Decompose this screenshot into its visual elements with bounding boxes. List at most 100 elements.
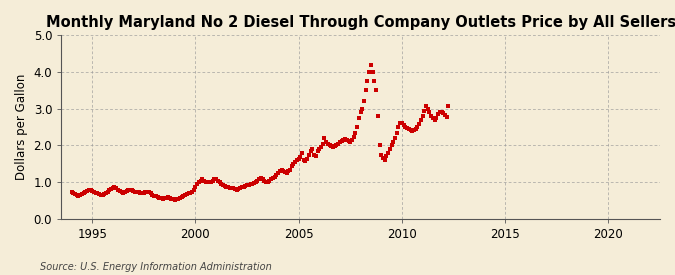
Point <box>305 149 316 153</box>
Point <box>257 177 268 181</box>
Point <box>145 191 156 196</box>
Point <box>308 152 319 157</box>
Point <box>418 108 429 113</box>
Point <box>335 139 346 144</box>
Point <box>300 159 311 163</box>
Point <box>130 189 140 194</box>
Point <box>436 110 447 115</box>
Point <box>85 188 96 193</box>
Point <box>298 158 309 162</box>
Point <box>395 121 406 126</box>
Point <box>273 171 284 175</box>
Point <box>292 158 302 163</box>
Point <box>119 190 130 194</box>
Point <box>236 185 247 189</box>
Point <box>385 147 396 151</box>
Point <box>97 192 108 197</box>
Point <box>195 178 206 183</box>
Point <box>352 125 362 129</box>
Point <box>297 151 308 155</box>
Point <box>76 192 87 196</box>
Point <box>288 162 299 166</box>
Point <box>439 113 450 117</box>
Point <box>230 187 240 191</box>
Point <box>404 127 414 131</box>
Point <box>290 160 300 164</box>
Point <box>417 114 428 118</box>
Point <box>400 125 411 129</box>
Point <box>295 155 306 159</box>
Point <box>315 145 326 149</box>
Point <box>355 110 366 115</box>
Point <box>159 196 170 200</box>
Point <box>82 189 92 193</box>
Point <box>376 152 387 157</box>
Point <box>281 171 292 175</box>
Point <box>135 191 146 195</box>
Point <box>423 106 433 111</box>
Point <box>348 135 359 139</box>
Point <box>259 178 269 183</box>
Point <box>94 192 105 196</box>
Point <box>362 79 373 83</box>
Point <box>117 191 128 195</box>
Point <box>166 196 177 201</box>
Point <box>434 110 445 115</box>
Point <box>235 186 246 191</box>
Point <box>357 106 368 111</box>
Point <box>107 186 118 190</box>
Point <box>364 70 375 74</box>
Title: Monthly Maryland No 2 Diesel Through Company Outlets Price by All Sellers: Monthly Maryland No 2 Diesel Through Com… <box>45 15 675 30</box>
Point <box>238 185 249 189</box>
Point <box>379 158 390 162</box>
Point <box>209 177 220 182</box>
Point <box>132 190 142 194</box>
Point <box>367 70 378 74</box>
Point <box>188 188 199 192</box>
Point <box>342 138 352 142</box>
Point <box>240 184 251 188</box>
Point <box>283 169 294 174</box>
Point <box>226 186 237 190</box>
Point <box>414 122 425 126</box>
Point <box>232 188 242 192</box>
Point <box>154 196 165 200</box>
Point <box>358 99 369 104</box>
Point <box>386 143 397 148</box>
Point <box>377 156 388 160</box>
Point <box>427 116 438 120</box>
Point <box>133 190 144 194</box>
Point <box>304 152 315 157</box>
Point <box>78 191 89 195</box>
Point <box>381 154 392 159</box>
Point <box>92 191 103 195</box>
Point <box>182 192 192 196</box>
Point <box>412 125 423 129</box>
Point <box>202 180 213 185</box>
Point <box>336 139 347 143</box>
Point <box>360 88 371 93</box>
Point <box>194 180 205 185</box>
Point <box>346 138 357 142</box>
Point <box>271 173 281 177</box>
Point <box>113 188 124 192</box>
Point <box>197 177 208 182</box>
Point <box>438 111 449 115</box>
Point <box>72 193 82 197</box>
Point <box>393 125 404 129</box>
Point <box>171 197 182 202</box>
Point <box>388 139 399 144</box>
Point <box>389 136 400 140</box>
Point <box>151 194 161 199</box>
Point <box>153 195 163 199</box>
Point <box>225 185 236 190</box>
Point <box>180 193 190 197</box>
Point <box>233 187 244 191</box>
Point <box>247 181 258 186</box>
Point <box>264 178 275 183</box>
Point <box>190 185 201 189</box>
Point <box>163 195 173 200</box>
Point <box>266 177 277 182</box>
Point <box>405 128 416 132</box>
Point <box>429 117 440 122</box>
